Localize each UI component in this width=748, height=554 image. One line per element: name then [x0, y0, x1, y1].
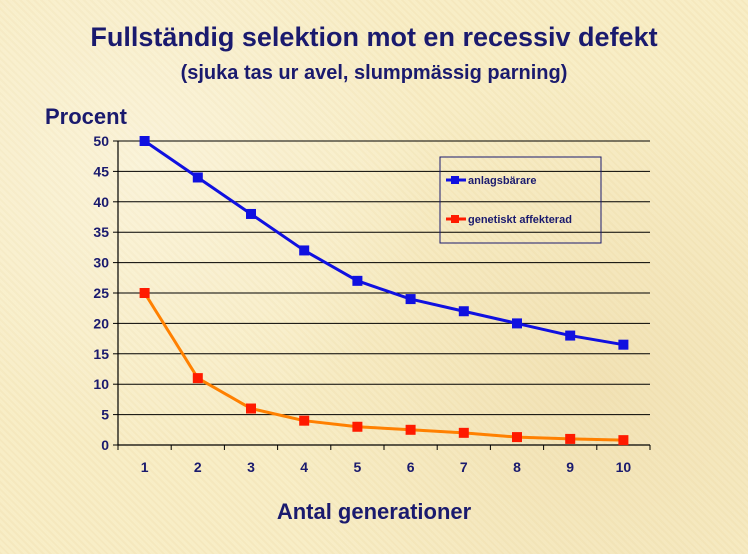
data-point	[512, 432, 522, 443]
y-tick-label: 50	[93, 133, 109, 149]
legend-marker	[451, 176, 459, 184]
legend-box	[439, 156, 602, 244]
y-tick-label: 45	[93, 163, 109, 179]
data-point	[299, 245, 310, 256]
y-tick-label: 0	[101, 437, 109, 453]
data-point	[565, 433, 576, 444]
x-tick-label: 3	[247, 459, 255, 475]
chart-subtitle: (sjuka tas ur avel, slumpmässig parning)	[180, 62, 568, 84]
data-point	[458, 427, 469, 438]
x-tick-label: 8	[513, 459, 521, 475]
x-axis-label: Antal generationer	[276, 499, 472, 524]
y-tick-label: 20	[93, 315, 109, 331]
data-point	[139, 136, 150, 146]
y-tick-label: 25	[93, 285, 109, 301]
data-point	[512, 318, 522, 329]
series-line-1	[143, 139, 624, 347]
data-point	[246, 208, 256, 219]
y-tick-label: 10	[93, 376, 109, 392]
legend-marker	[451, 215, 459, 223]
y-tick-label: 5	[101, 407, 109, 423]
chart-title: Fullständig selektion mot en recessiv de…	[90, 22, 658, 52]
data-point	[246, 403, 256, 414]
data-point	[458, 306, 469, 317]
data-point	[405, 424, 416, 435]
data-point	[352, 421, 363, 432]
x-tick-label: 1	[141, 459, 149, 475]
y-tick-label: 40	[93, 194, 109, 210]
y-axis-label: Procent	[45, 104, 127, 129]
x-tick-label: 5	[354, 459, 362, 475]
data-point	[192, 172, 203, 183]
data-point	[565, 330, 576, 341]
y-tick-label: 15	[93, 346, 109, 362]
x-tick-label: 4	[300, 459, 308, 475]
x-tick-label: 6	[407, 459, 415, 475]
data-point	[618, 339, 629, 350]
x-tick-label: 10	[616, 459, 632, 475]
x-tick-label: 7	[460, 459, 468, 475]
y-tick-label: 30	[93, 255, 109, 271]
data-point	[352, 275, 363, 286]
y-tick-label: 35	[93, 224, 109, 240]
data-point	[618, 435, 629, 446]
data-point	[299, 415, 310, 426]
x-tick-label: 2	[194, 459, 202, 475]
x-tick-label: 9	[566, 459, 574, 475]
series-line-2	[143, 292, 624, 442]
legend-label: anlagsbärare	[468, 175, 536, 187]
data-point	[405, 294, 416, 305]
legend-label: genetiskt affekterad	[468, 214, 572, 226]
data-point	[139, 288, 150, 298]
data-point	[192, 373, 203, 384]
